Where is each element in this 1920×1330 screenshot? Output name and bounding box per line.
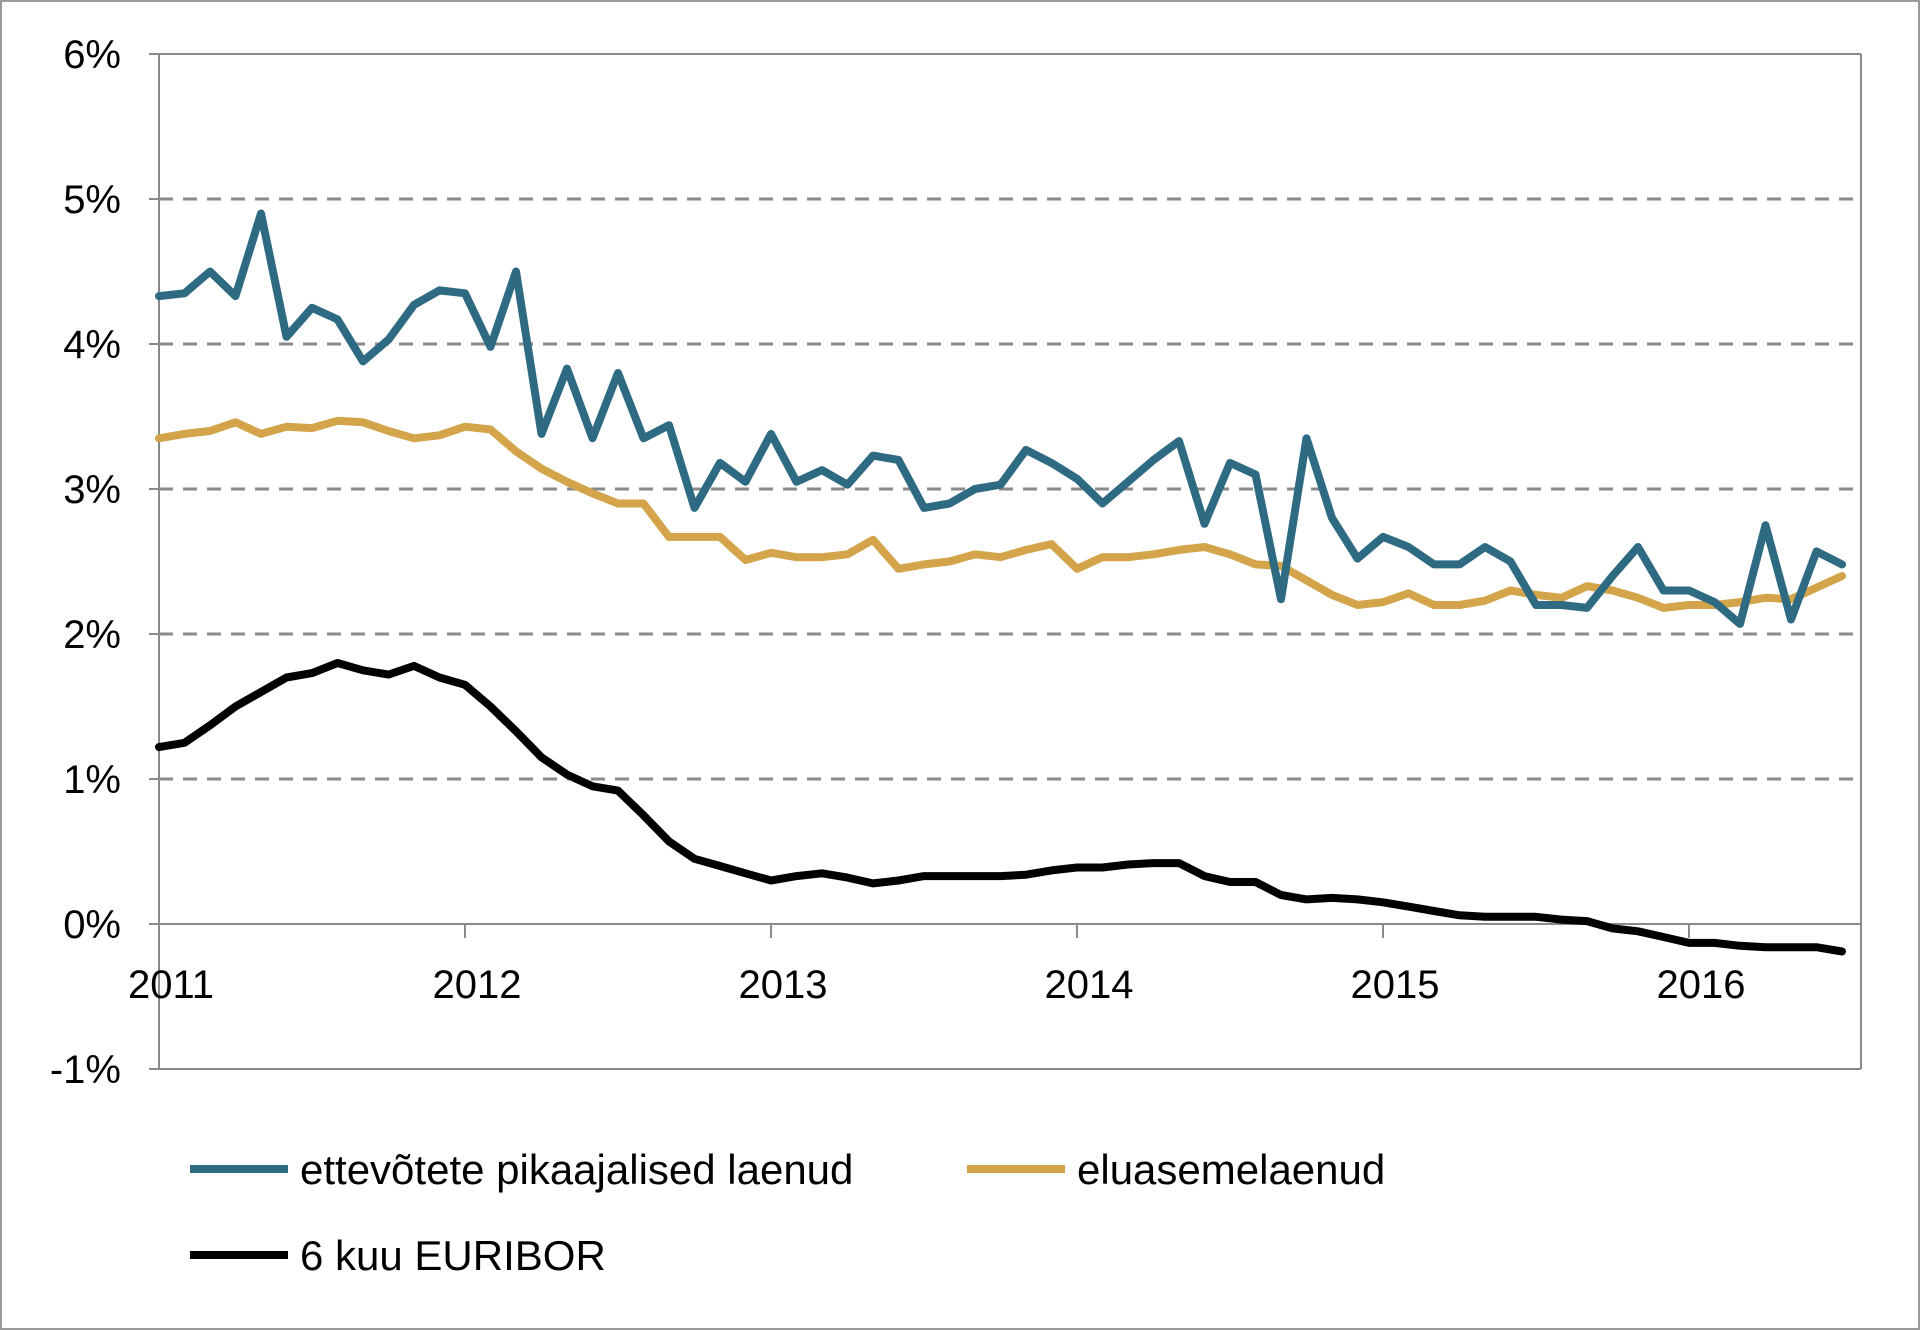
legend-label-2: 6 kuu EURIBOR bbox=[300, 1232, 606, 1279]
legend-label-0: ettevõtete pikaajalised laenud bbox=[300, 1146, 853, 1193]
x-tick-label: 2013 bbox=[739, 963, 828, 1007]
legend-label-1: eluasemelaenud bbox=[1077, 1146, 1385, 1193]
y-tick-label: 0% bbox=[63, 903, 121, 947]
y-tick-label: -1% bbox=[50, 1048, 121, 1092]
y-tick-label: 1% bbox=[63, 758, 121, 802]
y-tick-label: 3% bbox=[63, 468, 121, 512]
x-tick-label: 2011 bbox=[128, 963, 214, 1007]
x-tick-label: 2014 bbox=[1045, 963, 1134, 1007]
x-tick-label: 2015 bbox=[1351, 963, 1440, 1007]
y-tick-label: 6% bbox=[63, 33, 121, 77]
x-tick-label: 2016 bbox=[1657, 963, 1746, 1007]
x-tick-label: 2012 bbox=[433, 963, 522, 1007]
series-line-1 bbox=[155, 416, 1846, 612]
y-tick-label: 4% bbox=[63, 323, 121, 367]
y-tick-label: 5% bbox=[63, 178, 121, 222]
series-line-0 bbox=[155, 209, 1846, 628]
series-line-2 bbox=[155, 659, 1846, 956]
y-tick-label: 2% bbox=[63, 613, 121, 657]
